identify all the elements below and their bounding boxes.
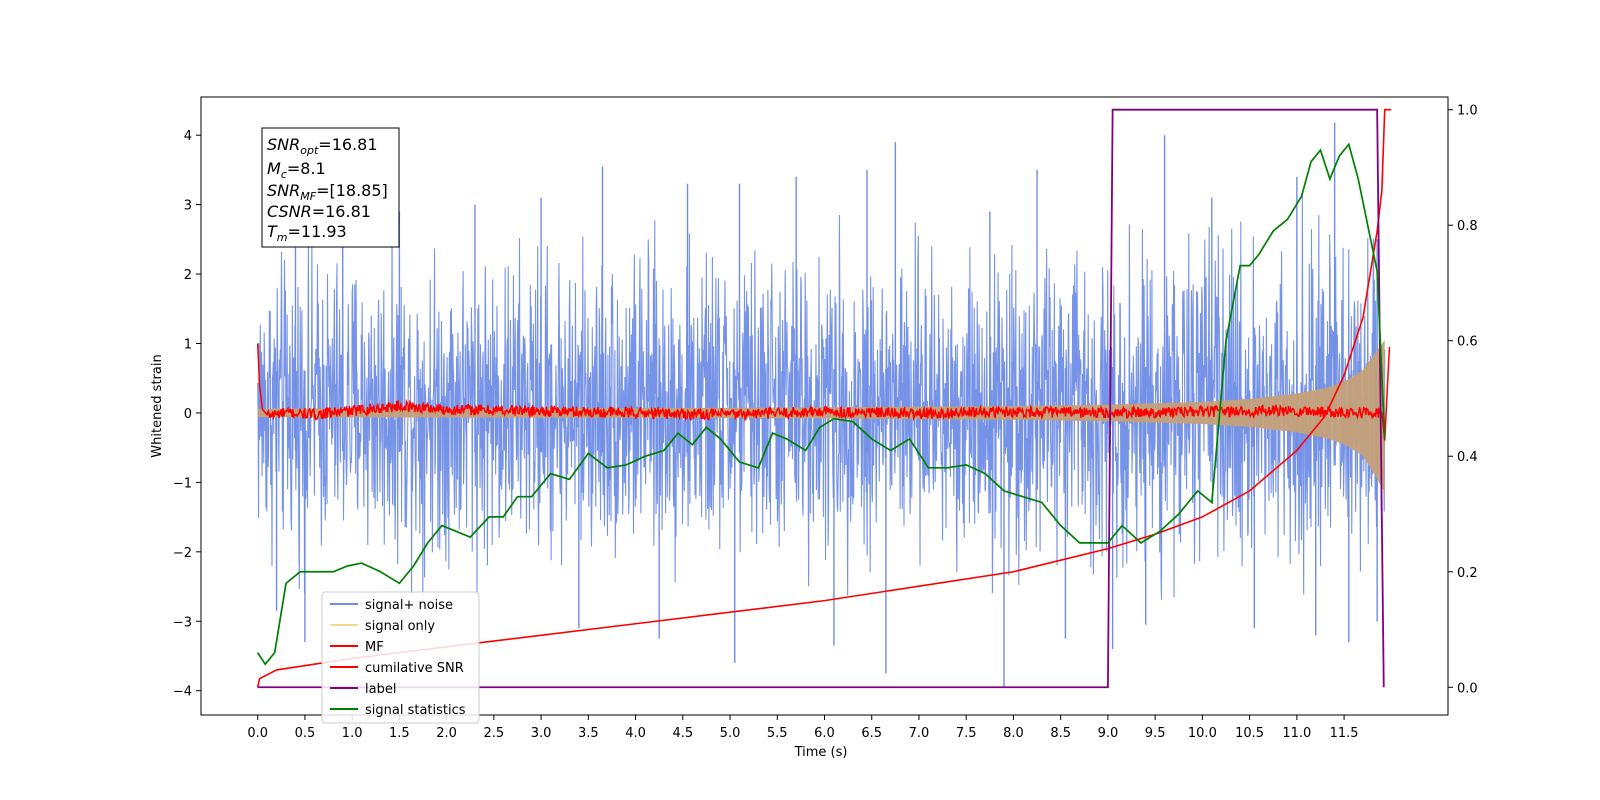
legend-label-4: label — [365, 682, 396, 697]
x-tick-label-3: 1.5 — [389, 726, 410, 741]
y2-tick-label-3: 0.4 — [1457, 450, 1478, 465]
x-tick-label-5: 2.5 — [484, 726, 505, 741]
x-tick-label-10: 5.0 — [720, 726, 741, 741]
x-tick-label-0: 0.0 — [247, 726, 268, 741]
signal-envelope — [257, 340, 1385, 493]
y-tick-label-6: −2 — [173, 546, 192, 561]
x-axis-label: Time (s) — [794, 745, 848, 760]
legend-label-0: signal+ noise — [365, 598, 453, 613]
y2-tick-label-2: 0.6 — [1457, 335, 1478, 350]
annotation-snr-mf: SNRMF=[18.85] — [267, 181, 388, 203]
x-tick-label-13: 6.5 — [861, 726, 882, 741]
x-tick-label-20: 10.0 — [1188, 726, 1217, 741]
annotation-tm: Tm=11.93 — [267, 222, 347, 244]
series-signal-statistics — [256, 142, 1386, 666]
legend-label-2: MF — [365, 640, 384, 655]
legend-label-3: cumilative SNR — [365, 661, 464, 676]
x-tick-label-8: 4.0 — [625, 726, 646, 741]
y-tick-label-5: −1 — [173, 476, 192, 491]
y-axis-label: Whitened strain — [150, 354, 165, 457]
x-tick-label-2: 1.0 — [342, 726, 363, 741]
x-tick-label-1: 0.5 — [295, 726, 316, 741]
x-tick-label-7: 3.5 — [578, 726, 599, 741]
y-tick-label-2: 2 — [184, 268, 192, 283]
x-tick-label-9: 4.5 — [672, 726, 693, 741]
legend-frame — [321, 591, 480, 724]
x-tick-label-14: 7.0 — [909, 726, 930, 741]
series-signal-only — [257, 340, 1385, 493]
annotation-csnr: CSNR=16.81 — [267, 202, 371, 221]
x-tick-label-22: 11.0 — [1282, 726, 1311, 741]
y-tick-label-7: −3 — [173, 615, 192, 630]
y-tick-label-8: −4 — [173, 685, 192, 700]
y-tick-label-3: 1 — [184, 338, 192, 353]
series-layer — [256, 108, 1392, 689]
y-tick-label-4: 0 — [184, 407, 192, 422]
series-mf — [256, 343, 1391, 441]
annotation-mc: Mc=8.1 — [267, 159, 326, 181]
legend-label-1: signal only — [365, 619, 435, 634]
x-tick-label-17: 8.5 — [1050, 726, 1071, 741]
x-tick-label-6: 3.0 — [531, 726, 552, 741]
mf-line — [256, 343, 1391, 441]
x-tick-label-16: 8.0 — [1003, 726, 1024, 741]
x-tick-label-18: 9.0 — [1098, 726, 1119, 741]
x-tick-label-11: 5.5 — [767, 726, 788, 741]
y2-tick-label-1: 0.8 — [1457, 219, 1478, 234]
x-tick-label-21: 10.5 — [1235, 726, 1264, 741]
signal-statistics-line — [256, 142, 1386, 666]
y2-axis-ticks: 1.0 0.8 0.6 0.4 0.2 0.0 — [1448, 104, 1478, 696]
noise-trace — [257, 193, 1386, 600]
legend-label-5: signal statistics — [365, 703, 466, 718]
x-tick-label-23: 11.5 — [1330, 726, 1359, 741]
y-axis-ticks: 4 3 2 1 0 −1 −2 −3 −4 — [173, 129, 201, 700]
y2-tick-label-0: 1.0 — [1457, 104, 1478, 119]
y2-tick-label-5: 0.0 — [1457, 681, 1478, 696]
x-axis-ticks: 0.0 0.5 1.0 1.5 2.0 2.5 3.0 3.5 4.0 4.5 5.0 5.5 6.0 6… — [247, 715, 1359, 741]
x-tick-label-12: 6.0 — [814, 726, 835, 741]
legend: signal+ noise signal only MF cumilative SNR… — [321, 591, 480, 724]
x-tick-label-15: 7.5 — [956, 726, 977, 741]
x-tick-label-4: 2.0 — [436, 726, 457, 741]
x-tick-label-19: 9.5 — [1145, 726, 1166, 741]
y2-tick-label-4: 0.2 — [1457, 566, 1478, 581]
annotation-frame — [261, 127, 400, 248]
y-tick-label-1: 3 — [184, 199, 192, 214]
annotation-box: SNRopt=16.81 Mc=8.1 SNRMF=[18.85] CSNR=1… — [261, 127, 400, 248]
annotation-snr-opt: SNRopt=16.81 — [267, 135, 378, 157]
y-tick-label-0: 4 — [184, 129, 192, 144]
